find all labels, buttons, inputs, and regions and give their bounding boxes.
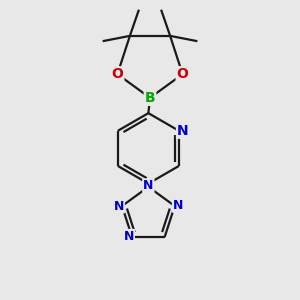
Text: N: N	[114, 200, 124, 212]
Text: O: O	[112, 67, 123, 81]
Text: B: B	[145, 91, 155, 105]
Text: N: N	[143, 179, 154, 192]
Text: N: N	[124, 230, 134, 243]
Text: N: N	[177, 124, 189, 138]
Text: O: O	[177, 67, 188, 81]
Text: N: N	[173, 199, 183, 212]
